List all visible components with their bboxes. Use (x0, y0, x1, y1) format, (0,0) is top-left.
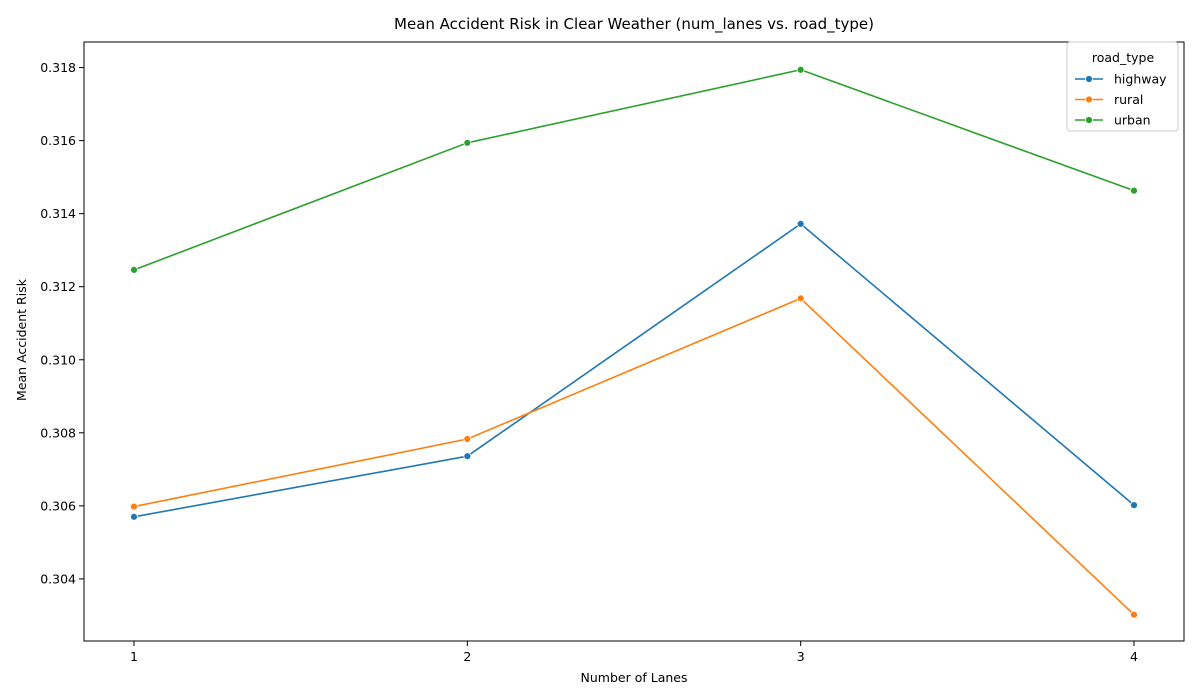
y-tick-label: 0.316 (40, 133, 76, 148)
series-rural (130, 294, 1138, 619)
data-point-urban (1130, 186, 1138, 195)
legend-label: rural (1114, 92, 1143, 107)
y-tick-label: 0.306 (40, 498, 76, 513)
series-layer (130, 65, 1138, 619)
data-point-rural (1130, 610, 1138, 619)
data-point-rural (130, 502, 138, 511)
y-axis: 0.304 0.306 0.308 0.310 0.312 0.314 0.316 0.318 (40, 60, 84, 586)
data-point-highway (1130, 501, 1138, 510)
x-axis: 1 2 3 4 (130, 641, 1138, 664)
legend-item-urban: urban (1075, 113, 1151, 128)
chart-title: Mean Accident Risk in Clear Weather (num… (394, 15, 874, 34)
series-highway (130, 219, 1138, 521)
legend-item-rural: rural (1075, 92, 1143, 107)
legend-box (1066, 41, 1179, 132)
series-urban (130, 65, 1138, 274)
data-point-highway (130, 512, 138, 521)
x-tick-label: 1 (130, 649, 138, 664)
legend-marker (1085, 116, 1093, 124)
x-axis-label: Number of Lanes (581, 670, 688, 685)
x-tick-label: 2 (463, 649, 471, 664)
plot-area-frame (83, 41, 1185, 642)
y-tick-label: 0.312 (40, 279, 76, 294)
y-tick-label: 0.308 (40, 425, 76, 440)
series-line-urban (133, 68, 1135, 271)
series-line-rural (133, 297, 1135, 616)
x-tick-label: 4 (1130, 649, 1138, 664)
data-point-urban (463, 138, 472, 147)
legend-item-highway: highway (1075, 72, 1167, 87)
y-tick-label: 0.310 (40, 352, 76, 367)
y-tick-label: 0.318 (40, 60, 76, 75)
data-point-urban (130, 266, 138, 274)
x-tick-label: 3 (797, 649, 805, 664)
legend-marker (1085, 75, 1093, 83)
legend-marker (1085, 95, 1093, 104)
legend: road_type highway rural urban (1066, 41, 1179, 132)
data-point-rural (463, 435, 472, 443)
y-axis-label: Mean Accident Risk (14, 278, 29, 401)
y-tick-label: 0.314 (40, 206, 76, 221)
series-line-highway (133, 223, 1135, 518)
y-tick-label: 0.304 (40, 571, 76, 586)
legend-title: road_type (1092, 50, 1155, 65)
data-point-urban (796, 65, 805, 74)
legend-label: highway (1114, 72, 1167, 87)
data-point-highway (463, 452, 472, 461)
data-point-highway (796, 219, 805, 228)
legend-label: urban (1114, 113, 1151, 128)
data-point-rural (796, 294, 805, 303)
